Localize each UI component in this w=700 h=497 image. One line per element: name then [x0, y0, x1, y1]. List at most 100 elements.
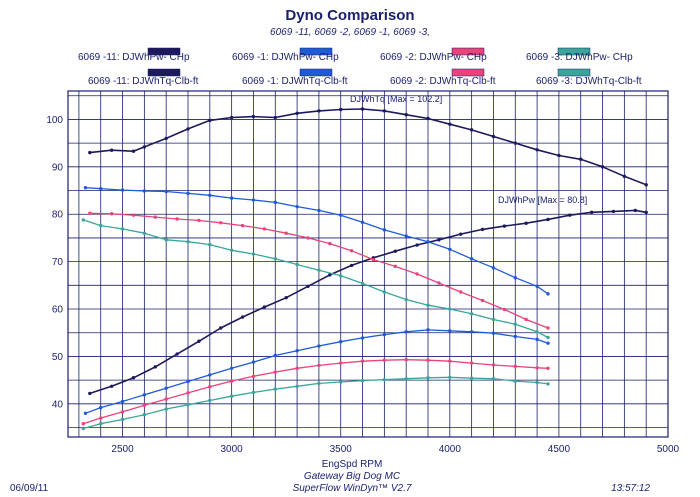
- legend-label: 6069 -3: DJWhTq-Clb-ft: [536, 76, 642, 87]
- data-point: [480, 298, 485, 303]
- data-point: [535, 330, 539, 334]
- data-point: [349, 263, 354, 268]
- data-point: [546, 292, 550, 296]
- data-point: [251, 374, 256, 379]
- data-point: [251, 390, 256, 395]
- data-point: [579, 157, 583, 161]
- y-tick-label: 40: [52, 399, 64, 410]
- data-point: [339, 213, 343, 217]
- data-point: [415, 243, 419, 247]
- data-point: [469, 312, 474, 316]
- data-point: [568, 213, 572, 217]
- legend: 6069 -11: DJWhPw- CHp 6069 -1: DJWhPw- CH…: [78, 47, 642, 87]
- y-tick-label: 50: [52, 352, 64, 363]
- footer-time: 13:57:12: [611, 483, 650, 494]
- data-point: [480, 227, 485, 232]
- data-point: [295, 366, 299, 370]
- data-point: [360, 359, 365, 363]
- data-point: [164, 386, 168, 390]
- series-group: [88, 208, 648, 396]
- y-tick-label: 80: [52, 210, 64, 221]
- x-tick-label: 3000: [221, 444, 244, 455]
- legend-label: 6069 -2: DJWhTq-Clb-ft: [390, 76, 496, 87]
- data-point: [491, 266, 496, 270]
- data-point: [317, 344, 321, 348]
- data-point: [404, 234, 408, 238]
- data-point: [240, 315, 245, 319]
- data-point: [546, 341, 550, 345]
- data-point: [262, 227, 267, 231]
- footer-software: SuperFlow WinDyn™ V2.7: [293, 483, 412, 494]
- data-point: [317, 268, 321, 272]
- data-point: [164, 136, 168, 141]
- data-point: [404, 377, 408, 381]
- torque-max-annotation: DJWhTq [Max = 102.2]: [350, 94, 442, 104]
- data-point: [99, 422, 103, 426]
- data-point: [426, 303, 430, 307]
- data-point: [273, 370, 277, 374]
- x-tick-label: 2500: [111, 444, 134, 455]
- chart-grid: [67, 90, 669, 438]
- data-point: [251, 114, 256, 119]
- data-point: [99, 223, 103, 228]
- data-point: [339, 340, 343, 344]
- data-point: [186, 403, 190, 407]
- data-point: [295, 349, 299, 353]
- data-point: [491, 363, 496, 367]
- data-point: [469, 128, 474, 132]
- data-point: [295, 262, 299, 267]
- data-point: [153, 215, 157, 219]
- legend-label: 6069 -1: DJWhPw- CHp: [232, 52, 339, 63]
- series-layer: [81, 107, 648, 431]
- data-point: [273, 200, 277, 205]
- legend-label: 6069 -2: DJWhPw- CHp: [380, 52, 487, 63]
- data-point: [197, 218, 201, 223]
- data-point: [469, 376, 474, 380]
- data-point: [240, 223, 245, 228]
- x-tick-label: 4500: [548, 444, 571, 455]
- data-point: [371, 258, 376, 262]
- data-point: [88, 391, 92, 396]
- data-point: [164, 397, 168, 401]
- data-point: [382, 377, 387, 382]
- data-point: [120, 188, 125, 192]
- data-point: [393, 264, 397, 269]
- data-point: [360, 336, 365, 340]
- data-point: [229, 115, 234, 120]
- data-point: [99, 416, 103, 420]
- data-point: [535, 366, 539, 370]
- data-point: [469, 257, 474, 261]
- data-point: [535, 284, 539, 288]
- data-point: [317, 109, 321, 113]
- data-point: [491, 377, 496, 381]
- legend-label: 6069 -11: DJWhTq-Clb-ft: [88, 76, 199, 87]
- series-group: [88, 211, 550, 330]
- data-point: [448, 122, 452, 126]
- data-point: [306, 284, 310, 288]
- data-point: [88, 150, 92, 155]
- data-point: [251, 252, 256, 256]
- data-point: [83, 411, 88, 416]
- data-point: [120, 410, 125, 414]
- data-point: [186, 379, 190, 384]
- data-point: [186, 191, 190, 196]
- data-point: [426, 328, 430, 332]
- data-point: [535, 380, 539, 385]
- data-point: [437, 238, 441, 242]
- data-point: [535, 148, 539, 152]
- data-point: [317, 381, 321, 386]
- data-point: [360, 107, 365, 111]
- data-point: [448, 307, 452, 311]
- data-point: [273, 353, 277, 358]
- data-point: [186, 391, 190, 395]
- data-point: [339, 361, 343, 365]
- x-tick-label: 4000: [439, 444, 462, 455]
- data-point: [339, 107, 343, 112]
- data-point: [513, 364, 517, 369]
- data-point: [546, 382, 550, 386]
- series-line: [89, 108, 647, 186]
- data-point: [109, 148, 114, 152]
- y-tick-label: 100: [46, 115, 63, 126]
- data-point: [164, 407, 168, 411]
- data-point: [229, 196, 234, 200]
